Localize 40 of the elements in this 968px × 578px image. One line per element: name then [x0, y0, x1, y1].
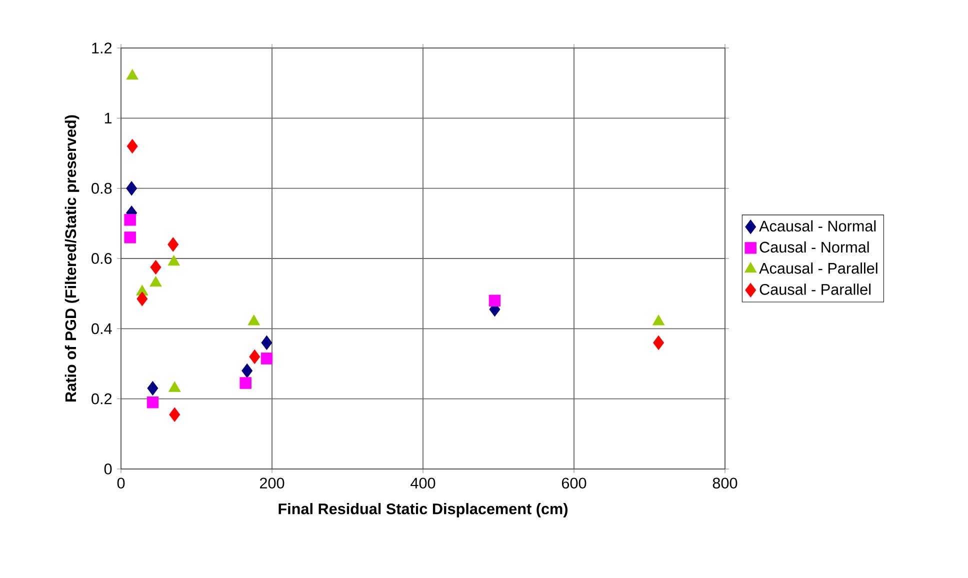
point	[168, 255, 180, 266]
y-tick-label: 0.8	[92, 182, 112, 194]
point	[242, 364, 253, 378]
point	[126, 69, 138, 80]
x-tick-label: 400	[410, 478, 436, 489]
x-axis-title: Final Residual Static Displacement (cm)	[278, 503, 568, 518]
point	[240, 377, 252, 389]
point	[126, 181, 138, 196]
y-tick-label: 1.2	[92, 42, 112, 54]
point	[248, 314, 260, 326]
point	[126, 139, 138, 154]
point	[124, 214, 136, 226]
x-tick-label: 0	[117, 478, 125, 489]
point	[146, 396, 159, 408]
y-tick-label: 0	[104, 464, 112, 474]
point	[261, 335, 272, 350]
y-tick-label: 0.4	[92, 323, 112, 334]
x-tick-label: 800	[712, 478, 738, 489]
y-tick-label: 1	[104, 112, 112, 124]
point	[652, 314, 665, 326]
y-tick-label: 0.2	[92, 393, 112, 404]
point	[168, 237, 179, 252]
point	[260, 352, 273, 364]
point	[150, 276, 162, 287]
point	[249, 350, 260, 364]
point	[653, 335, 664, 350]
x-tick-label: 600	[562, 478, 586, 489]
legend-label: Causal - Normal	[760, 241, 869, 253]
point	[136, 292, 148, 306]
point	[147, 381, 158, 396]
point	[488, 294, 501, 306]
x-tick-label: 200	[260, 478, 284, 489]
point	[169, 407, 180, 422]
legend-label: Causal - Parallel	[760, 284, 870, 295]
y-axis-title: Ratio of PGD (Filtered/Static preserved)	[64, 115, 80, 402]
legend-label: Acausal - Normal	[759, 220, 876, 232]
point	[150, 260, 162, 274]
point	[124, 232, 136, 244]
legend-label: Acausal - Parallel	[759, 262, 878, 274]
y-tick-label: 0.6	[92, 253, 112, 264]
